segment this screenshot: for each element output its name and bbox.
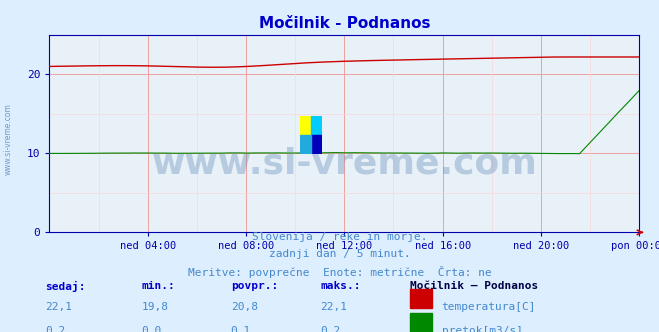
- Text: 22,1: 22,1: [320, 302, 347, 312]
- Text: 0,1: 0,1: [231, 326, 251, 332]
- Text: Slovenija / reke in morje.: Slovenija / reke in morje.: [252, 232, 427, 242]
- Title: Močilnik - Podnanos: Močilnik - Podnanos: [258, 16, 430, 31]
- Text: Meritve: povprečne  Enote: metrične  Črta: ne: Meritve: povprečne Enote: metrične Črta:…: [188, 266, 491, 278]
- Text: 19,8: 19,8: [141, 302, 168, 312]
- Text: 0,2: 0,2: [45, 326, 66, 332]
- Text: Močilnik – Podnanos: Močilnik – Podnanos: [410, 281, 538, 291]
- Bar: [300, 135, 311, 154]
- Bar: [410, 289, 432, 307]
- Text: 0,0: 0,0: [141, 326, 161, 332]
- Text: pretok[m3/s]: pretok[m3/s]: [442, 326, 523, 332]
- Bar: [311, 135, 322, 154]
- Bar: [300, 116, 311, 135]
- Text: 0,2: 0,2: [320, 326, 341, 332]
- Bar: [311, 116, 322, 135]
- Text: min.:: min.:: [141, 281, 175, 291]
- Text: www.si-vreme.com: www.si-vreme.com: [152, 146, 537, 180]
- Text: temperatura[C]: temperatura[C]: [442, 302, 536, 312]
- Text: sedaj:: sedaj:: [45, 281, 86, 292]
- Text: 20,8: 20,8: [231, 302, 258, 312]
- Text: maks.:: maks.:: [320, 281, 360, 291]
- Text: povpr.:: povpr.:: [231, 281, 278, 291]
- Bar: [410, 313, 432, 332]
- Text: zadnji dan / 5 minut.: zadnji dan / 5 minut.: [268, 249, 411, 259]
- Text: www.si-vreme.com: www.si-vreme.com: [3, 104, 13, 175]
- Text: 22,1: 22,1: [45, 302, 72, 312]
